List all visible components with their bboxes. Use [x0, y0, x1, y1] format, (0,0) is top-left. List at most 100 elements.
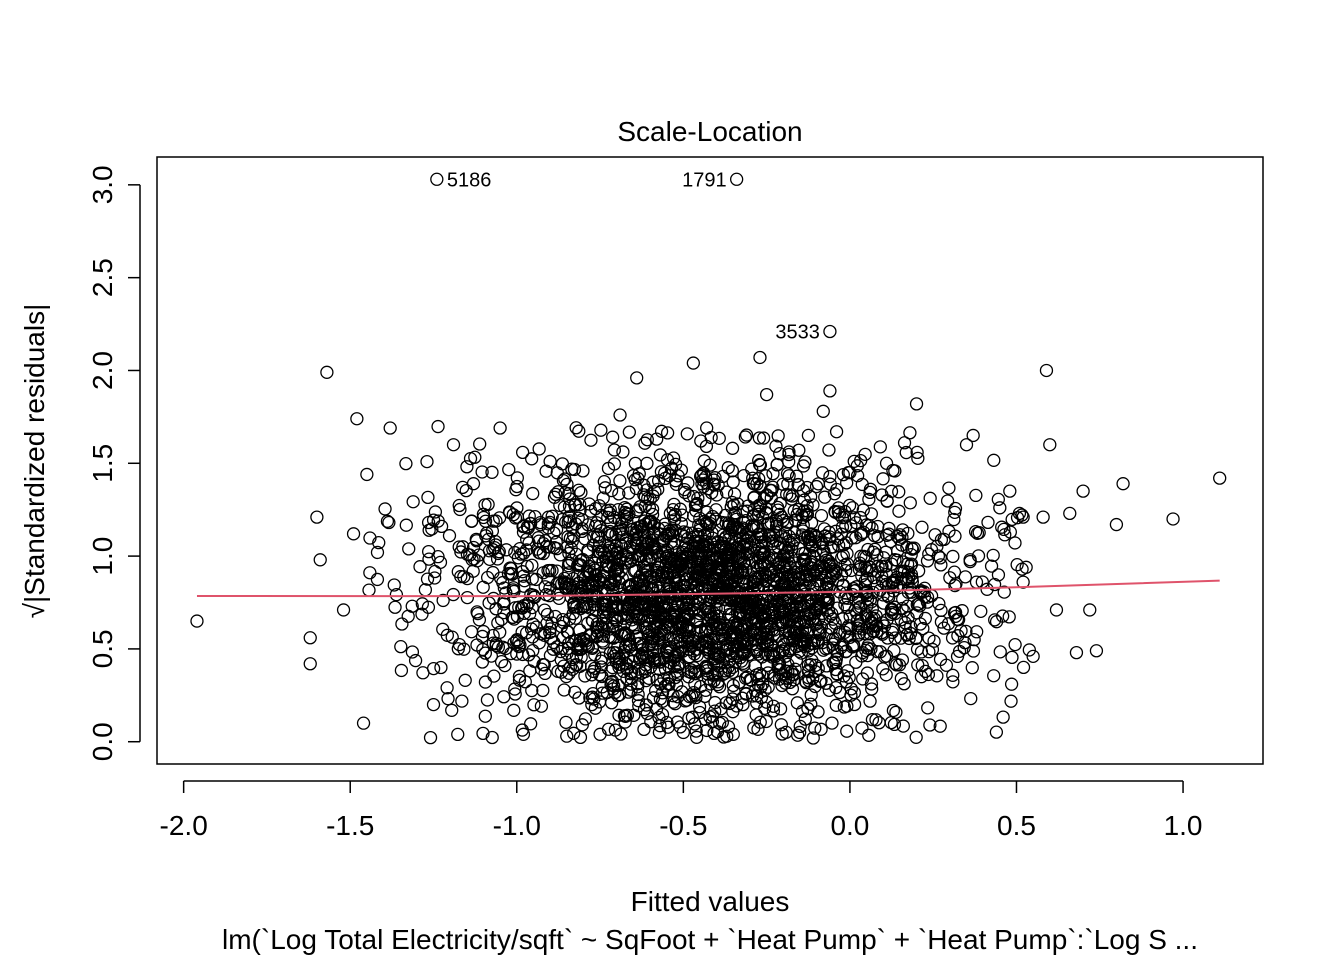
data-point [667, 554, 682, 569]
data-point [597, 474, 611, 489]
data-point [618, 500, 632, 515]
data-point [737, 574, 752, 588]
data-point [711, 631, 726, 646]
data-point [618, 709, 633, 723]
data-point [673, 502, 687, 516]
data-point [751, 677, 765, 692]
data-point [937, 621, 951, 635]
data-point [567, 462, 582, 477]
data-point [690, 496, 704, 511]
data-point [585, 640, 600, 654]
data-point [782, 534, 796, 548]
y-tick-label: 0.0 [87, 722, 118, 761]
data-point [624, 522, 638, 537]
data-point [714, 563, 729, 577]
data-point [875, 627, 890, 641]
x-tick-label: 0.0 [830, 810, 869, 841]
data-point [751, 519, 765, 534]
data-point [766, 648, 780, 662]
data-point [706, 709, 720, 723]
data-point [506, 610, 520, 624]
y-axis-label: √|Standardized residuals| [19, 304, 50, 619]
data-point [520, 520, 535, 534]
data-point [1015, 508, 1029, 522]
data-point [893, 528, 907, 542]
data-point [518, 675, 532, 689]
data-point [862, 518, 876, 533]
data-point [423, 730, 438, 745]
smooth-line-layer [196, 579, 1220, 598]
data-point [796, 635, 811, 649]
data-point [727, 616, 741, 630]
data-point [684, 585, 699, 599]
data-point [459, 483, 473, 498]
data-point [493, 625, 507, 639]
data-point [872, 716, 886, 730]
data-point [572, 557, 586, 571]
data-point [428, 505, 443, 519]
data-point [824, 557, 838, 571]
data-point [578, 532, 592, 546]
data-point [405, 645, 420, 659]
data-point [766, 699, 781, 713]
data-point [772, 672, 787, 686]
data-point [1016, 575, 1030, 589]
data-point [661, 620, 675, 634]
data-point [773, 496, 787, 511]
data-point [832, 627, 847, 641]
data-point [922, 631, 936, 645]
data-point [818, 490, 832, 504]
data-point [515, 565, 530, 579]
data-point [766, 704, 781, 718]
data-point [837, 669, 851, 683]
data-point [486, 565, 500, 580]
data-point [421, 544, 436, 559]
data-point [733, 650, 748, 665]
data-point [711, 534, 725, 549]
data-point [545, 509, 559, 523]
data-point [993, 501, 1007, 515]
data-point [860, 627, 874, 641]
data-point [669, 677, 684, 692]
data-point [597, 602, 612, 616]
data-point [997, 522, 1011, 537]
data-point [874, 559, 889, 574]
data-point [836, 467, 850, 482]
data-point [628, 667, 642, 681]
data-point [769, 534, 783, 548]
data-point [671, 658, 685, 672]
data-point [701, 482, 715, 496]
data-point [814, 722, 828, 736]
data-point [958, 570, 972, 584]
data-point [824, 564, 839, 578]
data-point [1076, 484, 1090, 498]
data-point [478, 498, 492, 512]
data-point [1004, 677, 1019, 691]
data-point [886, 703, 901, 718]
data-point [320, 365, 334, 379]
data-point [677, 525, 691, 539]
data-point [388, 600, 402, 614]
data-point [549, 523, 564, 537]
data-point [650, 673, 664, 687]
data-point [774, 718, 788, 732]
data-point [593, 727, 607, 741]
data-point [934, 603, 948, 618]
data-point [849, 655, 863, 669]
y-tick-label: 1.0 [87, 537, 118, 576]
data-point [452, 498, 466, 513]
data-point [765, 622, 779, 637]
y-tick-label: 2.0 [87, 351, 118, 390]
data-point [923, 491, 937, 505]
data-point [738, 430, 752, 444]
data-point [921, 667, 936, 682]
highlighted-point-5186 [430, 172, 444, 186]
data-point [497, 581, 511, 595]
data-point [668, 457, 683, 472]
data-point [491, 616, 505, 630]
data-point [494, 655, 509, 669]
data-point [729, 646, 743, 660]
data-point [769, 439, 783, 453]
data-point [748, 626, 762, 641]
data-point [688, 667, 702, 681]
